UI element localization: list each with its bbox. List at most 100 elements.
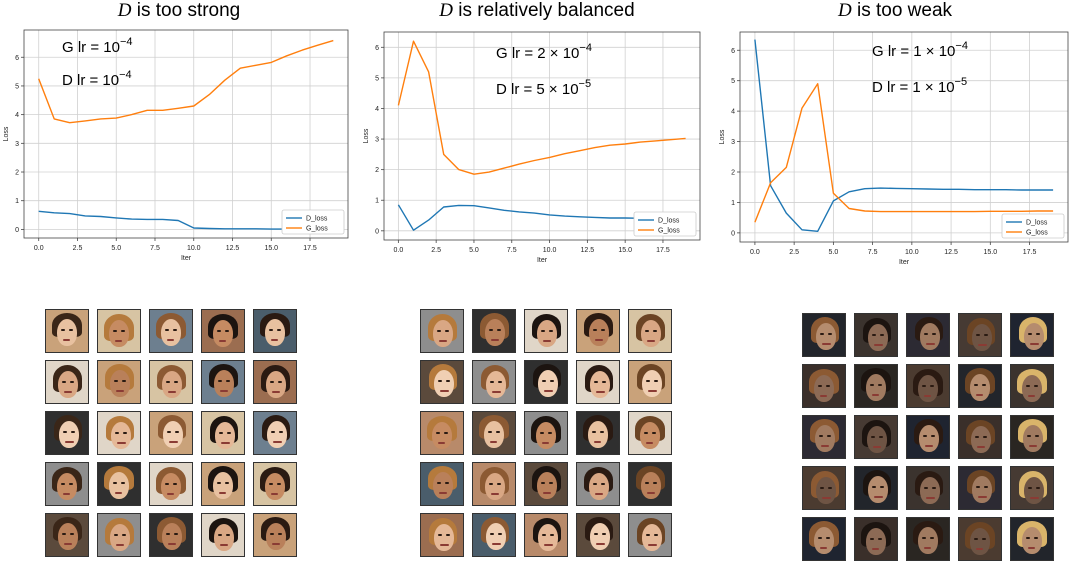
face-skin [641, 472, 661, 499]
face-eye [549, 482, 553, 484]
face-sample-image [472, 360, 516, 404]
series-line [38, 39, 334, 124]
y-tick-label: 2 [375, 167, 379, 174]
grid-lines [24, 30, 348, 238]
face-sample-image [97, 513, 141, 557]
face-mouth [63, 493, 70, 495]
face-skin [972, 476, 992, 503]
face-skin [267, 421, 287, 448]
face-eye [165, 483, 169, 485]
legend: D_loss G_loss [1001, 213, 1065, 239]
face-eye [225, 482, 229, 484]
face-eye [218, 534, 222, 536]
x-tick-label: 7.5 [868, 249, 878, 256]
face-eye [1028, 487, 1032, 489]
face-sample-image [420, 411, 464, 455]
panel-d-too-weak: D is too weak 0.0 2.5 5.0 7.5 10.0 12.5 15.0 17… [716, 0, 1074, 563]
face-sample-image [1010, 517, 1054, 561]
face-eye [602, 533, 606, 535]
plot-frame [739, 31, 1069, 243]
face-sample-image [628, 411, 672, 455]
face-mouth [1028, 395, 1035, 397]
face-skin [266, 523, 286, 550]
face-eye [175, 431, 179, 433]
face-sample-image [576, 411, 620, 455]
face-eye [437, 330, 441, 332]
face-skin [536, 422, 556, 449]
face-eye [818, 537, 822, 539]
panel-d-relatively-balanced: D is relatively balanced 0.0 2.5 5.0 7.5 10.… [358, 0, 716, 563]
face-sample-image [524, 309, 568, 353]
legend-label: D_loss [1026, 220, 1048, 227]
face-sample-image [472, 462, 516, 506]
x-tick-label: 10.0 [187, 245, 201, 252]
face-mouth [872, 548, 879, 550]
face-skin [265, 473, 285, 500]
face-eye [653, 482, 657, 484]
face-eye [227, 432, 231, 434]
face-skin [1022, 375, 1042, 402]
face-skin [538, 370, 558, 397]
face-sample-image [854, 415, 898, 459]
face-eye [984, 486, 988, 488]
face-sample-image [201, 411, 245, 455]
face-eye [932, 487, 936, 489]
face-eye [826, 385, 830, 387]
face-eye [1034, 385, 1038, 387]
face-eye [593, 329, 597, 331]
face-mouth [1028, 547, 1035, 549]
face-skin [814, 527, 834, 554]
face-skin [866, 374, 886, 401]
face-eye [1026, 537, 1030, 539]
x-tick-label: 7.5 [150, 245, 160, 252]
face-eye [70, 533, 74, 535]
face-mouth [874, 496, 883, 498]
face-sample-image [802, 517, 846, 561]
face-eye [976, 334, 980, 336]
x-tick-label: 17.5 [1023, 249, 1037, 256]
face-eye [930, 385, 934, 387]
face-eye [269, 329, 273, 331]
face-skin [434, 524, 454, 551]
face-eye [497, 329, 501, 331]
y-tick-label: 4 [375, 106, 379, 113]
x-tick-label: 2.5 [73, 245, 83, 252]
face-skin [538, 524, 558, 551]
x-tick-labels: 0.0 2.5 5.0 7.5 10.0 12.5 15.0 17.5 [34, 238, 317, 252]
x-tick-label: 7.5 [507, 247, 517, 254]
face-skin [163, 421, 183, 448]
face-sample-image [906, 415, 950, 459]
face-sample-image [576, 360, 620, 404]
face-eye [497, 483, 501, 485]
face-skin [1024, 477, 1044, 504]
face-skin [161, 473, 181, 500]
face-eye [1027, 435, 1031, 437]
x-tick-label: 5.0 [111, 245, 121, 252]
x-tick-label: 12.5 [581, 247, 595, 254]
x-axis-label: Iter [899, 259, 910, 266]
plot-frame [383, 31, 701, 241]
y-tick-label: 5 [375, 75, 379, 82]
series-line [754, 83, 1054, 223]
face-mouth [648, 390, 657, 392]
y-tick-label: 2 [731, 170, 735, 177]
face-eye [167, 431, 171, 433]
face-skin [57, 473, 77, 500]
face-sample-image [628, 360, 672, 404]
face-eye [165, 329, 169, 331]
face-mouth [544, 390, 553, 392]
face-skin [214, 524, 234, 551]
face-eye [226, 380, 230, 382]
face-skin [57, 319, 77, 346]
face-eye [225, 330, 229, 332]
face-eye [113, 482, 117, 484]
face-mouth [271, 493, 278, 495]
face-mouth [647, 492, 655, 494]
face-sample-image [802, 415, 846, 459]
face-eye [602, 381, 606, 383]
x-tick-label: 15.0 [264, 245, 278, 252]
y-tick-label: 4 [731, 109, 735, 116]
face-eye [121, 482, 125, 484]
face-mouth [874, 344, 883, 346]
face-eye [922, 385, 926, 387]
